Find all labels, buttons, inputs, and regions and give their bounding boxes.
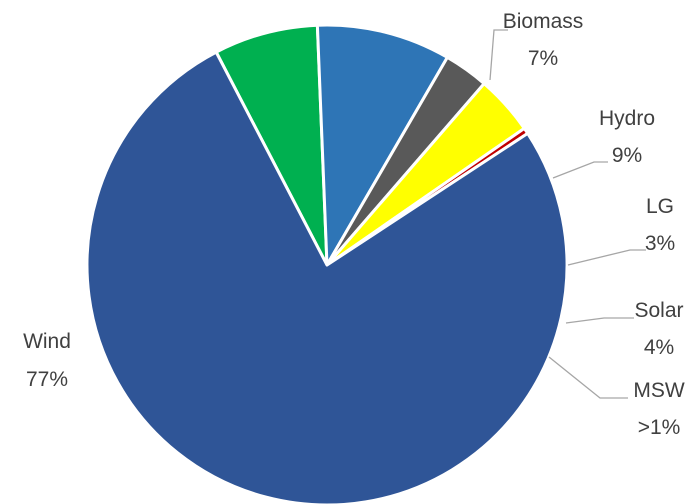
leader-line-solar [565,317,634,324]
leader-line-biomass [489,29,508,81]
slice-labels: Biomass 7% Hydro 9% LG 3% Solar 4% MSW >1% Wind 77% [23,10,685,439]
leader-line-lg [567,249,646,266]
slice-label-lg: LG [646,195,674,218]
slice-label-hydro: Hydro [599,107,655,130]
slice-label-wind: Wind [23,330,71,353]
leader-line-hydro [552,161,608,179]
leader-lines [489,29,646,399]
slice-value-biomass: 7% [528,47,558,70]
slice-value-lg: 3% [645,232,675,255]
slice-value-hydro: 9% [612,144,642,167]
slice-label-msw: MSW [633,379,685,402]
pie-slices [85,23,569,504]
pie-slice-biomass [214,23,329,267]
slice-value-wind: 77% [26,368,68,391]
slice-value-msw: >1% [638,416,681,439]
slice-value-solar: 4% [644,336,674,359]
pie-slice-hydro [315,23,449,267]
slice-label-biomass: Biomass [503,10,584,33]
pie-slice-wind [85,50,569,504]
leader-line-msw [548,356,628,399]
slice-label-solar: Solar [634,299,683,322]
